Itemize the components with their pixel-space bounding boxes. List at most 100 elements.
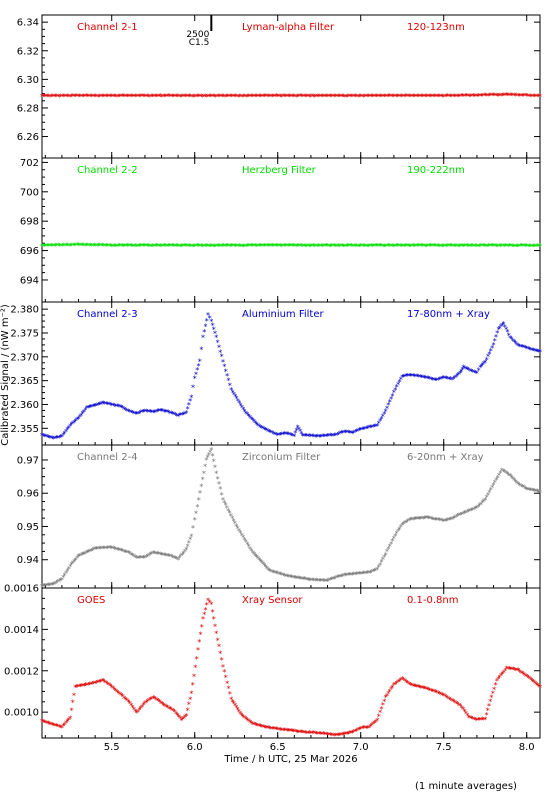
data-point: * bbox=[78, 242, 82, 251]
data-point: * bbox=[508, 91, 512, 100]
data-point: * bbox=[497, 472, 501, 481]
data-point: * bbox=[133, 553, 137, 562]
data-point: * bbox=[265, 242, 269, 251]
data-point: * bbox=[141, 242, 145, 251]
data-point: * bbox=[479, 92, 483, 101]
data-point: * bbox=[231, 242, 235, 251]
data-point: * bbox=[54, 242, 58, 251]
data-point: * bbox=[208, 599, 212, 608]
data-point: * bbox=[352, 429, 356, 438]
data-point: * bbox=[65, 717, 69, 726]
data-point: * bbox=[125, 697, 129, 706]
data-point: * bbox=[429, 375, 433, 384]
data-point: * bbox=[224, 674, 228, 683]
data-point: * bbox=[452, 242, 456, 251]
data-point: * bbox=[494, 333, 498, 342]
data-point: * bbox=[273, 430, 277, 439]
data-point: * bbox=[335, 242, 339, 251]
data-point: * bbox=[124, 695, 128, 704]
data-point: * bbox=[98, 92, 102, 101]
data-point: * bbox=[114, 93, 118, 102]
data-point: * bbox=[385, 548, 389, 557]
data-point: * bbox=[368, 242, 372, 251]
data-point: * bbox=[301, 242, 305, 251]
data-point: * bbox=[132, 553, 136, 562]
data-point: * bbox=[86, 242, 90, 251]
data-point: * bbox=[226, 93, 230, 102]
data-point: * bbox=[142, 408, 146, 417]
data-point: * bbox=[316, 433, 320, 442]
data-point: * bbox=[276, 92, 280, 101]
data-point: * bbox=[214, 630, 218, 639]
data-point: * bbox=[227, 242, 231, 251]
data-point: * bbox=[494, 476, 498, 485]
data-point: * bbox=[352, 242, 356, 251]
data-point: * bbox=[289, 93, 293, 102]
data-point: * bbox=[41, 242, 45, 251]
data-point: * bbox=[497, 92, 501, 101]
data-point: * bbox=[399, 523, 403, 532]
data-point: * bbox=[132, 409, 136, 418]
data-point: * bbox=[139, 242, 143, 251]
data-point: * bbox=[106, 93, 110, 102]
data-point: * bbox=[405, 92, 409, 101]
data-point: * bbox=[223, 242, 227, 251]
data-point: * bbox=[265, 92, 269, 101]
data-point: * bbox=[339, 93, 343, 102]
data-point: * bbox=[310, 730, 314, 739]
data-point: * bbox=[253, 552, 257, 561]
data-point: * bbox=[463, 242, 467, 251]
data-point: * bbox=[505, 242, 509, 251]
data-point: * bbox=[155, 696, 159, 705]
data-point: * bbox=[288, 431, 292, 440]
data-point: * bbox=[148, 408, 152, 417]
data-point: * bbox=[156, 92, 160, 101]
data-point: * bbox=[355, 570, 359, 579]
data-point: * bbox=[45, 433, 49, 442]
data-point: * bbox=[522, 92, 526, 101]
data-point: * bbox=[458, 242, 462, 251]
data-point: * bbox=[414, 242, 418, 251]
data-point: * bbox=[185, 92, 189, 101]
data-point: * bbox=[241, 533, 245, 542]
data-point: * bbox=[46, 433, 50, 442]
data-point: * bbox=[285, 93, 289, 102]
data-point: * bbox=[49, 720, 53, 729]
data-point: * bbox=[340, 93, 344, 102]
data-point: * bbox=[111, 242, 115, 251]
data-point: * bbox=[214, 93, 218, 102]
data-point: * bbox=[244, 538, 248, 547]
data-point: * bbox=[465, 242, 469, 251]
data-point: * bbox=[218, 485, 222, 494]
data-point: * bbox=[72, 558, 76, 567]
data-point: * bbox=[78, 413, 82, 422]
data-point: * bbox=[158, 550, 162, 559]
data-point: * bbox=[168, 242, 172, 251]
data-point: * bbox=[461, 510, 465, 519]
data-point: * bbox=[319, 433, 323, 442]
data-point: * bbox=[182, 92, 186, 101]
data-point: * bbox=[409, 516, 413, 525]
data-point: * bbox=[180, 551, 184, 560]
data-point: * bbox=[498, 324, 502, 333]
data-point: * bbox=[143, 407, 147, 416]
data-point: * bbox=[521, 242, 525, 251]
data-point: * bbox=[257, 722, 261, 731]
data-point: * bbox=[43, 242, 47, 251]
data-point: * bbox=[196, 362, 200, 371]
data-point: * bbox=[89, 547, 93, 556]
data-point: * bbox=[533, 347, 537, 356]
data-point: * bbox=[289, 242, 293, 251]
data-point: * bbox=[328, 93, 332, 102]
panel-label: GOES bbox=[77, 595, 105, 606]
data-point: * bbox=[57, 434, 61, 443]
data-point: * bbox=[400, 93, 404, 102]
data-point: * bbox=[423, 514, 427, 523]
data-point: * bbox=[234, 93, 238, 102]
data-point: * bbox=[375, 242, 379, 251]
data-point: * bbox=[75, 241, 79, 250]
data-point: * bbox=[183, 92, 187, 101]
data-point: * bbox=[386, 545, 390, 554]
data-point: * bbox=[216, 93, 220, 102]
panel-label: 190-222nm bbox=[407, 165, 465, 176]
